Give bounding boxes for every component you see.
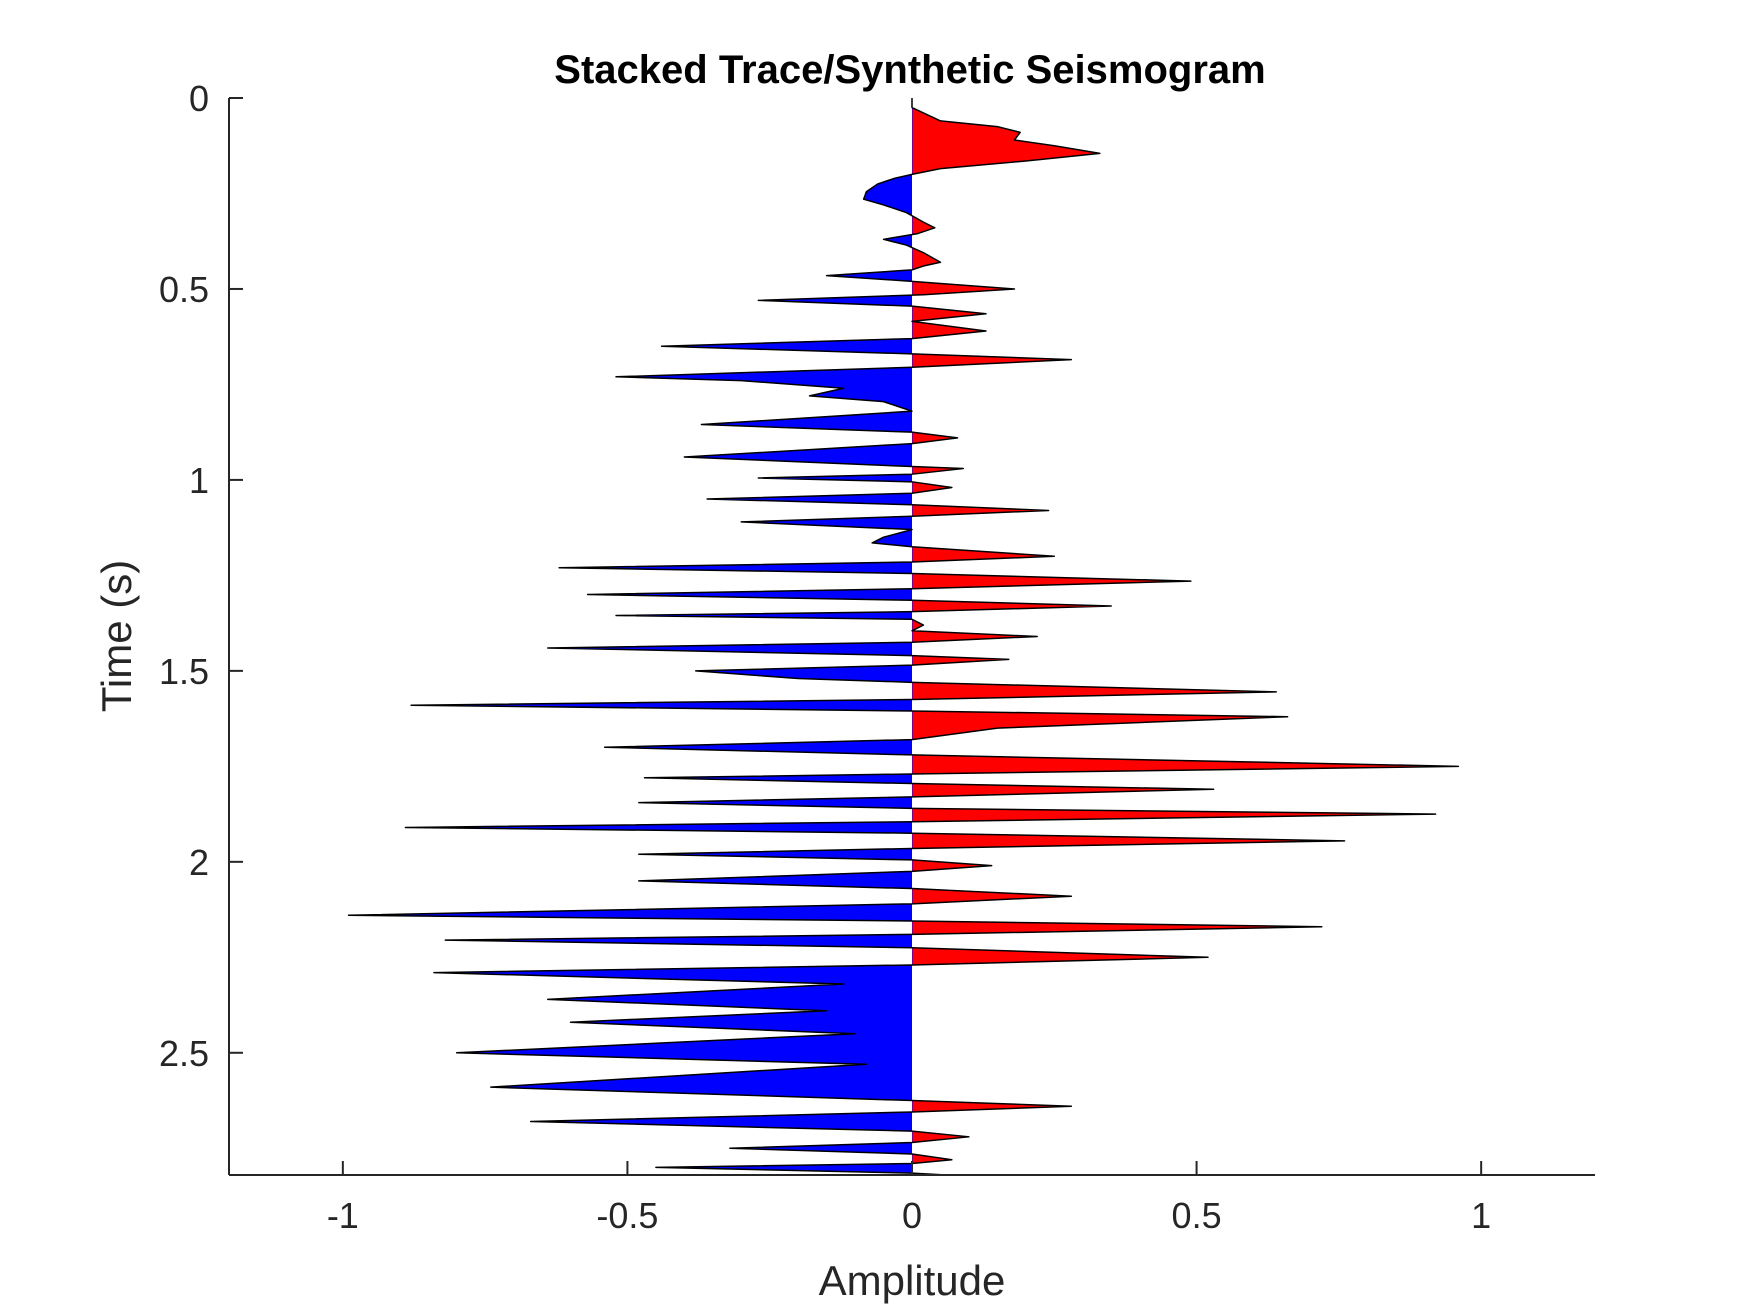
x-tick-label: 1 bbox=[1471, 1195, 1491, 1236]
x-tick-label: 0 bbox=[902, 1195, 922, 1236]
x-axis-ticks: -1 -0.5 0 0.5 1 bbox=[327, 1161, 1491, 1236]
seismic-trace-line bbox=[347, 98, 1460, 1175]
y-tick-label: 1 bbox=[189, 460, 209, 501]
chart-title: Stacked Trace/Synthetic Seismogram bbox=[554, 48, 1265, 92]
plot-area bbox=[347, 98, 1460, 1175]
y-tick-label: 1.5 bbox=[159, 651, 209, 692]
y-axis-label: Time (s) bbox=[93, 560, 140, 712]
y-tick-label: 2.5 bbox=[159, 1033, 209, 1074]
x-tick-label: 0.5 bbox=[1172, 1195, 1222, 1236]
x-axis-label: Amplitude bbox=[819, 1257, 1006, 1304]
x-tick-label: -0.5 bbox=[596, 1195, 658, 1236]
x-tick-label: -1 bbox=[327, 1195, 359, 1236]
y-tick-label: 0 bbox=[189, 78, 209, 119]
y-tick-label: 0.5 bbox=[159, 269, 209, 310]
axes: -1 -0.5 0 0.5 1 0 0.5 1 1.5 2 2.5 bbox=[159, 78, 1595, 1236]
y-tick-label: 2 bbox=[189, 842, 209, 883]
y-axis-ticks: 0 0.5 1 1.5 2 2.5 bbox=[159, 78, 243, 1074]
negative-amplitude-fill bbox=[348, 98, 913, 1175]
